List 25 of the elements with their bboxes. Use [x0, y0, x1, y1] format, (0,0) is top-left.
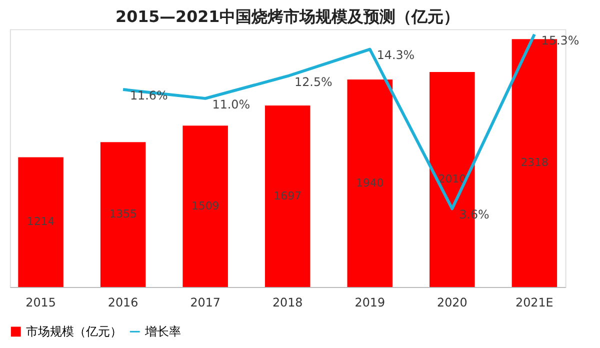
data-label: 1509	[191, 199, 220, 212]
chart-title: 2015—2021中国烧烤市场规模及预测（亿元）	[116, 7, 460, 26]
x-tick-label: 2016	[108, 295, 138, 310]
x-tick-label: 2015	[26, 295, 56, 310]
legend-label: 市场规模（亿元）	[26, 324, 122, 339]
x-tick-label: 2017	[190, 295, 220, 310]
bar	[18, 157, 64, 288]
data-label: 15.3%	[541, 33, 580, 48]
legend-label: 增长率	[144, 324, 181, 339]
bar	[100, 142, 146, 288]
data-label: 11.0%	[212, 97, 250, 112]
data-label: 1214	[26, 215, 55, 228]
x-tick-label: 2018	[272, 295, 303, 310]
bar	[347, 80, 393, 288]
bar	[182, 126, 228, 288]
data-label: 2318	[520, 156, 548, 170]
x-tick-label: 2019	[354, 295, 386, 310]
x-tick-label: 2021E	[516, 295, 554, 310]
data-label: 1355	[109, 208, 137, 221]
bar	[264, 106, 310, 288]
data-label: 1940	[356, 176, 384, 190]
data-label: 14.3%	[376, 48, 415, 62]
data-label: 1697	[274, 189, 302, 202]
data-label: 12.5%	[294, 75, 332, 90]
x-tick-label: 2020	[437, 295, 468, 310]
